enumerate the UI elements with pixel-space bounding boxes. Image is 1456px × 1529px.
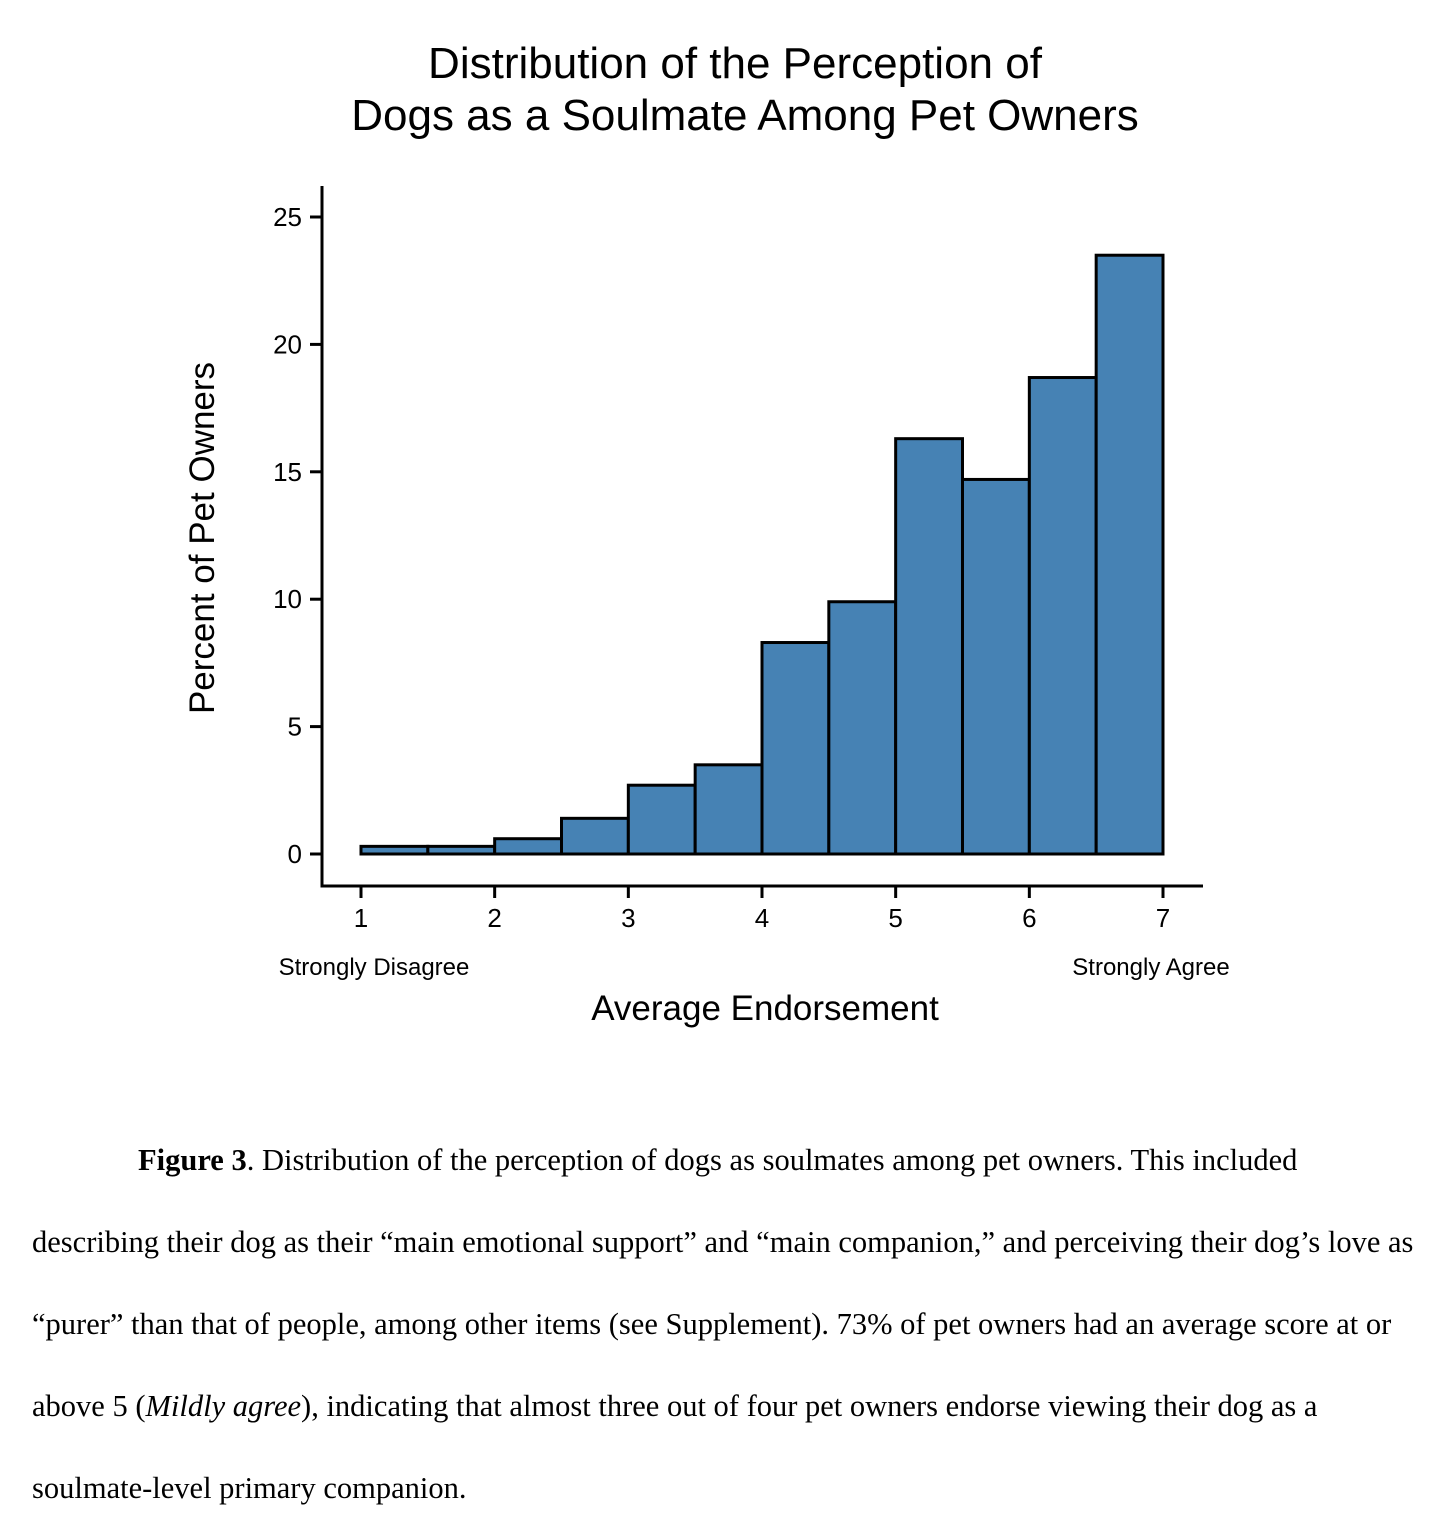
y-tick-label: 10 xyxy=(273,584,302,614)
histogram-bar-6 xyxy=(693,763,764,856)
x-endpoint-label-right: Strongly Agree xyxy=(1072,954,1229,981)
x-endpoint-label-left: Strongly Disagree xyxy=(279,954,470,981)
x-axis-ticks: 1 2 3 4 5 6 7 xyxy=(354,886,1170,933)
y-tick-label: 0 xyxy=(288,839,302,869)
y-tick-label: 15 xyxy=(273,457,302,487)
histogram-bar-12 xyxy=(1094,253,1165,856)
figure-label: Figure 3 xyxy=(138,1143,247,1177)
x-tick-label: 1 xyxy=(354,903,368,933)
histogram-bar-10 xyxy=(961,477,1031,856)
caption-text-after: ), indicating that almost three out of f… xyxy=(32,1389,1318,1505)
x-tick-label: 3 xyxy=(621,903,635,933)
y-tick-label: 5 xyxy=(288,712,302,742)
caption-text-before: . Distribution of the perception of dogs… xyxy=(32,1143,1414,1423)
x-tick-label: 6 xyxy=(1022,903,1036,933)
figure-caption: Figure 3. Distribution of the perception… xyxy=(32,1119,1427,1529)
x-axis-label: Average Endorsement xyxy=(591,989,939,1028)
x-tick-label: 7 xyxy=(1156,903,1170,933)
histogram-bar-11 xyxy=(1027,376,1098,856)
histogram-bar-5 xyxy=(626,783,697,856)
histogram-bar-9 xyxy=(894,437,965,856)
histogram-bar-8 xyxy=(827,600,898,856)
caption-italic-text: Mildly agree xyxy=(145,1389,302,1423)
x-tick-label: 5 xyxy=(888,903,902,933)
histogram-bar-7 xyxy=(760,641,831,856)
x-tick-label: 4 xyxy=(755,903,769,933)
y-tick-label: 20 xyxy=(273,329,302,359)
histogram-bar-1 xyxy=(359,844,430,856)
x-tick-label: 2 xyxy=(487,903,501,933)
y-tick-label: 25 xyxy=(273,202,302,232)
histogram-bars xyxy=(359,253,1165,856)
histogram-chart: Distribution of the Perception of Dogs a… xyxy=(183,39,1230,1028)
histogram-bar-3 xyxy=(493,837,563,856)
y-axis-ticks: 0 5 10 15 20 25 xyxy=(273,202,322,869)
y-axis-label: Percent of Pet Owners xyxy=(183,362,222,714)
chart-title-line-1: Distribution of the Perception of xyxy=(428,39,1043,88)
chart-title-line-2: Dogs as a Soulmate Among Pet Owners xyxy=(351,91,1139,140)
histogram-bar-2 xyxy=(426,844,497,856)
histogram-bar-4 xyxy=(560,816,630,856)
